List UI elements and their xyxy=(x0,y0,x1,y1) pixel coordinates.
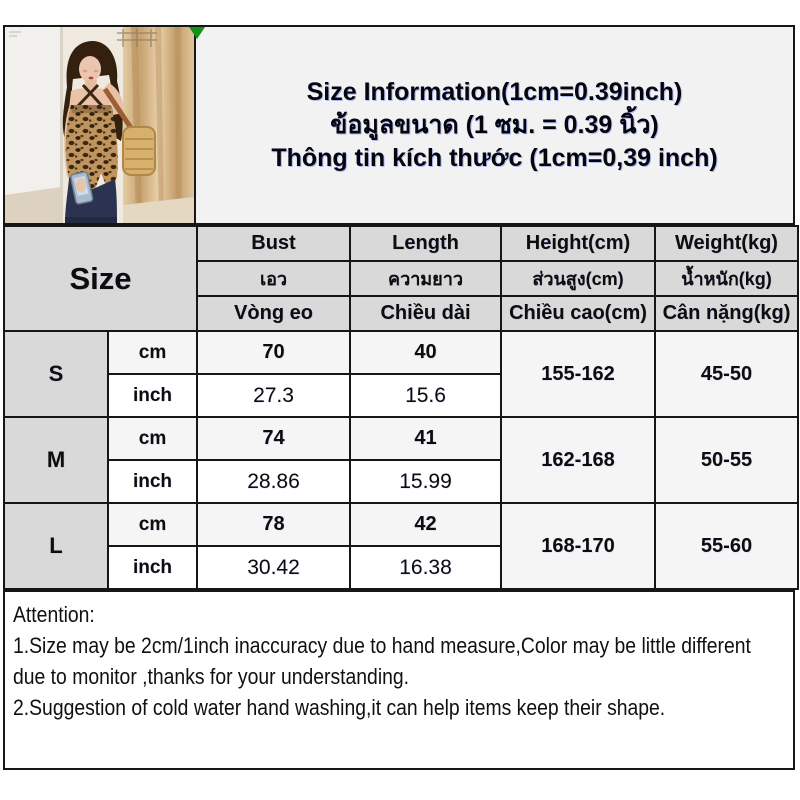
size-info-title-panel: Size Information(1cm=0.39inch) ข้อมูลขนา… xyxy=(196,25,795,225)
title-thai: ข้อมูลขนาด (1 ซม. = 0.39 นิ้ว) xyxy=(330,110,659,139)
col-header-weight-th: น้ำหนัก(kg) xyxy=(654,260,799,297)
top-band: Size Information(1cm=0.39inch) ข้อมูลขนา… xyxy=(3,25,795,225)
col-header-height-th: ส่วนสูง(cm) xyxy=(500,260,656,297)
col-header-bust-th: เอว xyxy=(196,260,351,297)
l-length-cm: 42 xyxy=(349,502,502,547)
title-english: Size Information(1cm=0.39inch) xyxy=(306,77,683,106)
unit-label-inch: inch xyxy=(107,459,198,504)
header-row-vietnamese: Vòng eo Chiều dài Chiều cao(cm) Cân nặng… xyxy=(4,295,799,332)
size-chart-table: Size Bust Length Height(cm) Weight(kg) เ… xyxy=(3,225,799,590)
title-vietnamese: Thông tin kích thước (1cm=0,39 inch) xyxy=(271,143,718,172)
m-bust-cm: 74 xyxy=(196,416,351,461)
header-row-thai: เอว ความยาว ส่วนสูง(cm) น้ำหนัก(kg) xyxy=(4,260,799,297)
row-m-cm: M cm 74 41 162-168 50-55 xyxy=(3,416,799,504)
size-label-s: S xyxy=(3,330,109,418)
row-m-inch: inch 28.86 15.99 xyxy=(4,459,798,504)
s-length-cm: 40 xyxy=(349,330,502,375)
l-height-range: 168-170 xyxy=(500,502,656,590)
col-header-length-th: ความยาว xyxy=(349,260,502,297)
product-photo-illustration xyxy=(5,27,194,223)
size-label-l: L xyxy=(3,502,109,590)
m-length-cm: 41 xyxy=(349,416,502,461)
s-length-inch: 15.6 xyxy=(349,373,502,418)
product-photo xyxy=(3,25,196,225)
m-bust-inch: 28.86 xyxy=(196,459,351,504)
unit-label-cm: cm xyxy=(107,502,198,547)
col-header-weight-vi: Cân nặng(kg) xyxy=(654,295,799,332)
col-header-height-en: Height(cm) xyxy=(500,225,656,262)
header-row-english: Size Bust Length Height(cm) Weight(kg) xyxy=(3,225,799,332)
row-s-cm: S cm 70 40 155-162 45-50 xyxy=(3,330,799,418)
row-s-inch: inch 27.3 15.6 xyxy=(4,373,798,418)
row-l-inch: inch 30.42 16.38 xyxy=(4,545,798,590)
unit-label-cm: cm xyxy=(107,330,198,375)
attention-line-3: 2.Suggestion of cold water hand washing,… xyxy=(13,695,666,720)
attention-heading: Attention: xyxy=(13,602,95,627)
m-height-range: 162-168 xyxy=(500,416,656,504)
s-weight-range: 45-50 xyxy=(654,330,799,418)
col-header-length-en: Length xyxy=(349,225,502,262)
m-weight-range: 50-55 xyxy=(654,416,799,504)
size-corner-cell: Size xyxy=(3,225,198,332)
row-l-cm: L cm 78 42 168-170 55-60 xyxy=(3,502,799,590)
unit-label-inch: inch xyxy=(107,545,198,590)
col-header-weight-en: Weight(kg) xyxy=(654,225,799,262)
size-label-m: M xyxy=(3,416,109,504)
col-header-height-vi: Chiều cao(cm) xyxy=(500,295,656,332)
attention-line-1: 1.Size may be 2cm/1inch inaccuracy due t… xyxy=(13,633,751,658)
l-bust-cm: 78 xyxy=(196,502,351,547)
green-corner-marker xyxy=(189,27,205,39)
s-bust-inch: 27.3 xyxy=(196,373,351,418)
l-weight-range: 55-60 xyxy=(654,502,799,590)
m-length-inch: 15.99 xyxy=(349,459,502,504)
l-bust-inch: 30.42 xyxy=(196,545,351,590)
s-height-range: 155-162 xyxy=(500,330,656,418)
s-bust-cm: 70 xyxy=(196,330,351,375)
unit-label-inch: inch xyxy=(107,373,198,418)
attention-note: Attention: 1.Size may be 2cm/1inch inacc… xyxy=(3,590,795,770)
unit-label-cm: cm xyxy=(107,416,198,461)
col-header-bust-en: Bust xyxy=(196,225,351,262)
l-length-inch: 16.38 xyxy=(349,545,502,590)
attention-line-2: due to monitor ,thanks for your understa… xyxy=(13,664,410,689)
col-header-length-vi: Chiều dài xyxy=(349,295,502,332)
col-header-bust-vi: Vòng eo xyxy=(196,295,351,332)
